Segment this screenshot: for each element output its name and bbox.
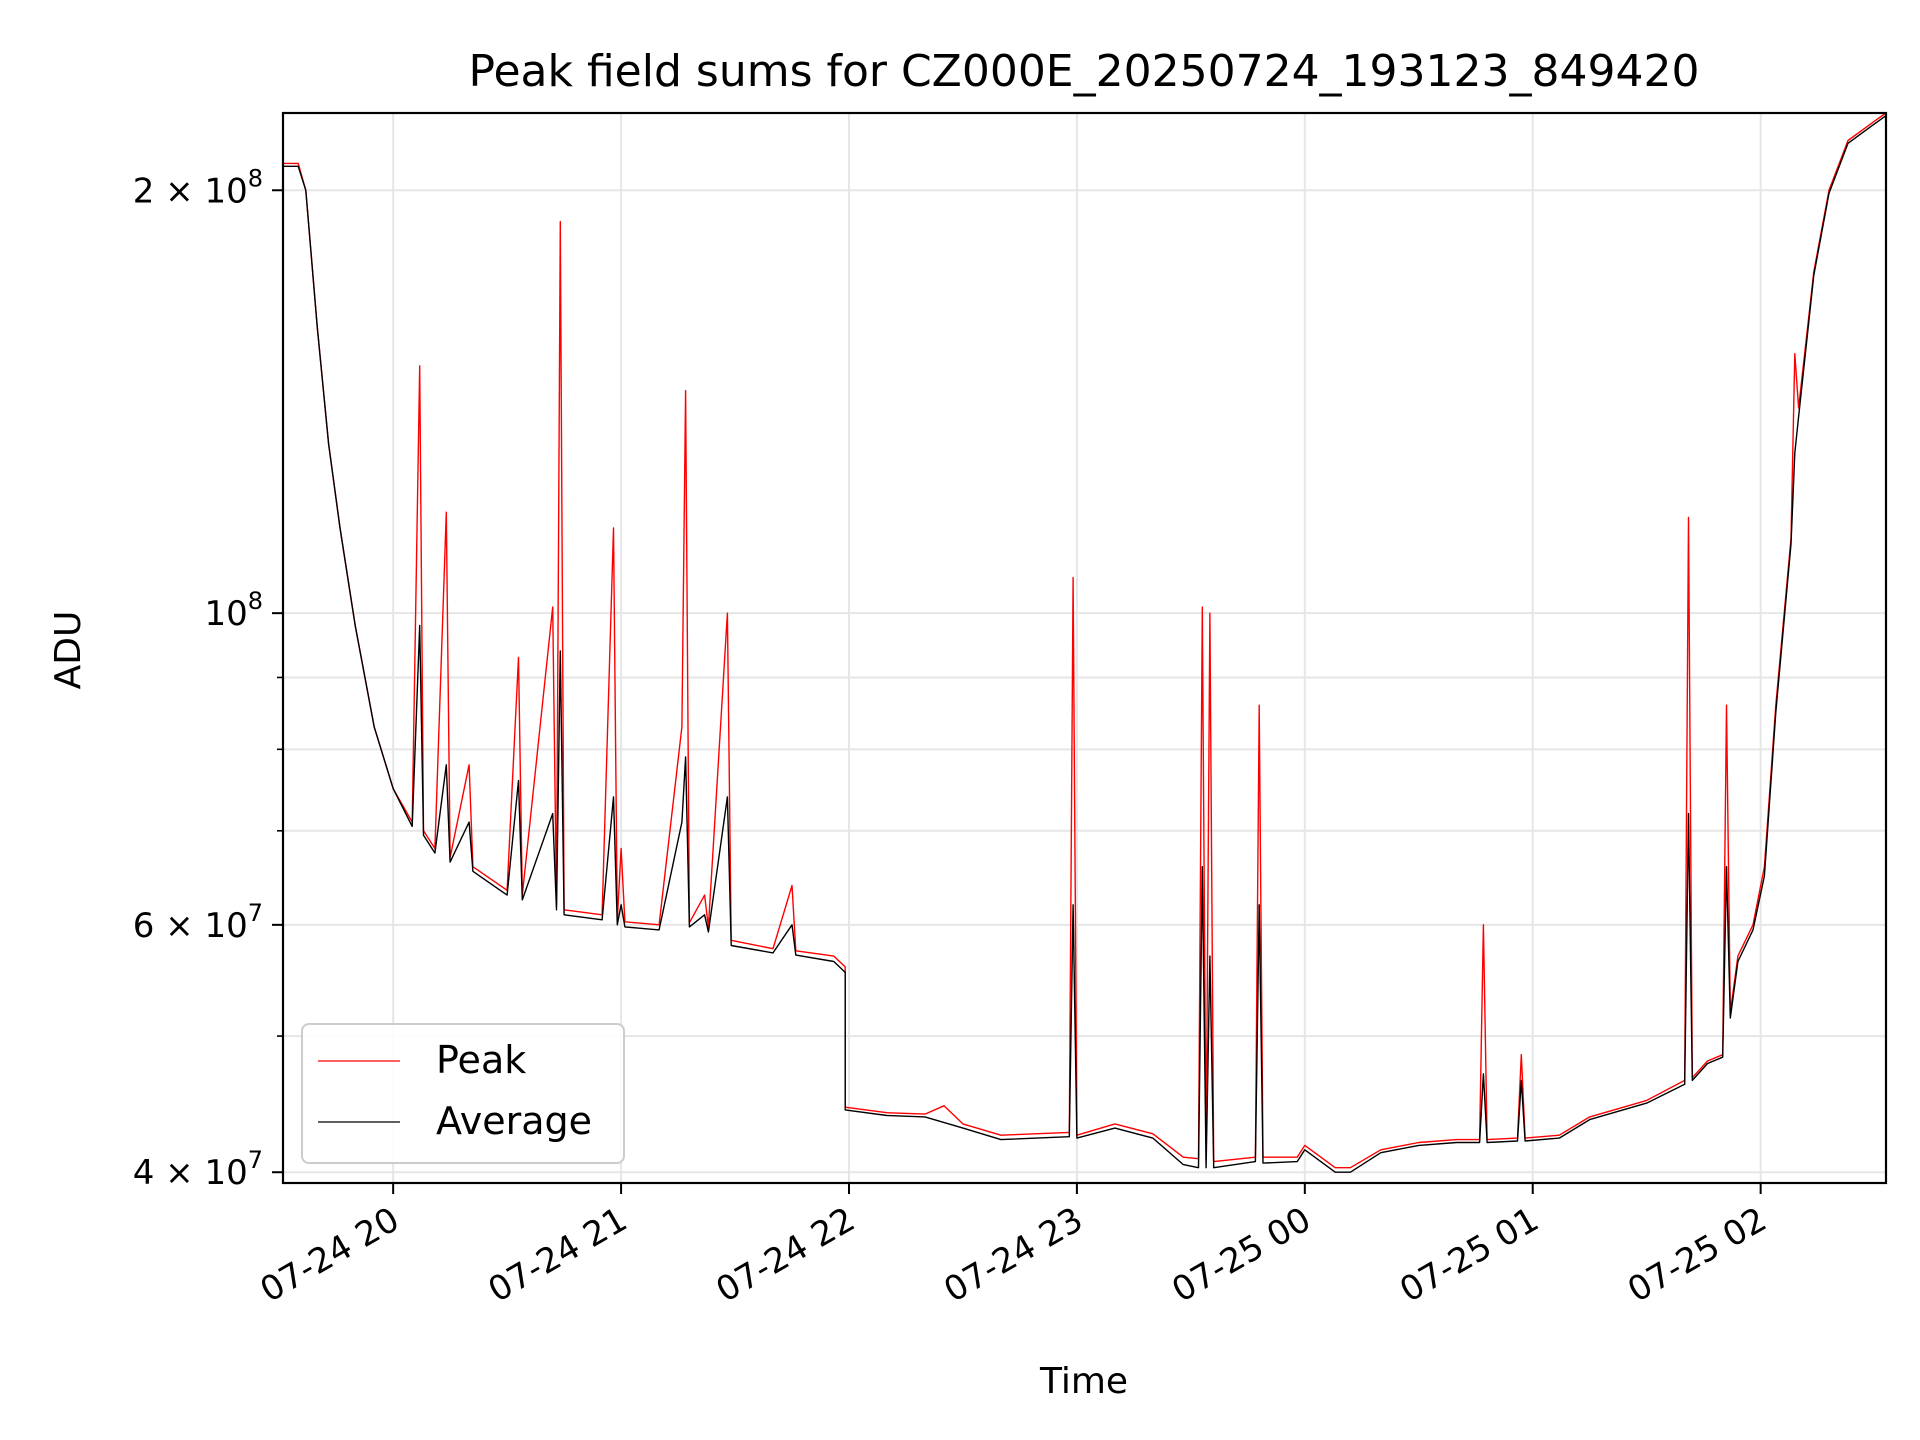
chart-title: Peak field sums for CZ000E_20250724_1931…	[469, 46, 1700, 97]
legend-label-average: Average	[436, 1099, 592, 1143]
y-axis: 4 × 107 6 × 107 108 2 × 108	[133, 164, 283, 1193]
y-tick-label: 4 × 107	[133, 1146, 263, 1193]
y-tick-label: 2 × 108	[133, 164, 263, 211]
series-layer	[283, 112, 1887, 1173]
legend-label-peak: Peak	[436, 1038, 526, 1082]
y-tick-label: 108	[204, 587, 263, 634]
series-line-average	[283, 115, 1887, 1173]
y-tick-label: 6 × 107	[133, 899, 263, 946]
y-axis-label: ADU	[48, 611, 89, 690]
plot-frame	[281, 111, 1888, 1185]
legend: Peak Average	[301, 1023, 625, 1164]
legend-box	[301, 1023, 625, 1164]
x-axis-label: Time	[1039, 1361, 1128, 1402]
